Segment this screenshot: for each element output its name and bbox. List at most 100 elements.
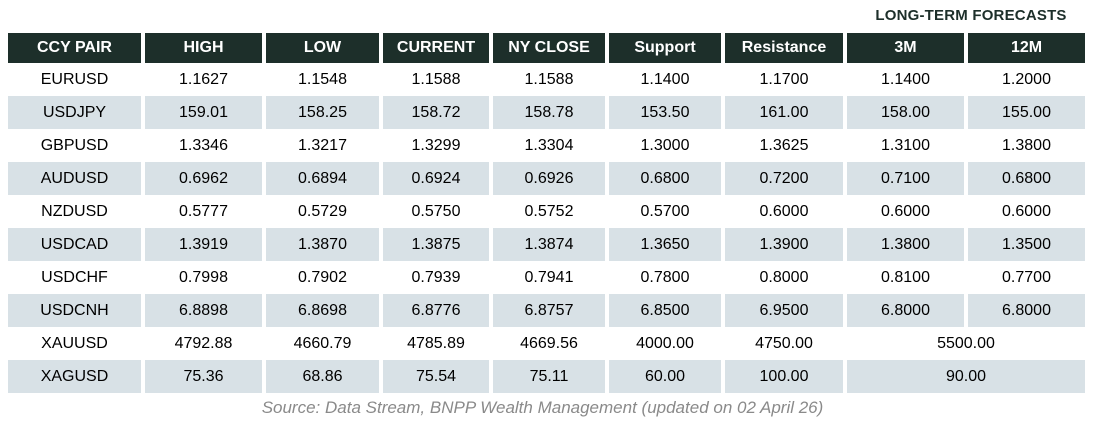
value-cell: 0.7902 xyxy=(298,268,347,286)
value-cell: 0.7998 xyxy=(179,268,228,286)
value-cell: 153.50 xyxy=(609,96,721,129)
pair-cell: XAUUSD xyxy=(41,334,108,352)
value-cell: 75.36 xyxy=(145,360,262,393)
value-cell: 4000.00 xyxy=(636,334,694,352)
value-cell: 1.1588 xyxy=(411,70,461,88)
value-cell: 158.00 xyxy=(847,96,964,129)
value-cell: 4669.56 xyxy=(520,334,578,352)
value-cell: 1.3650 xyxy=(609,228,721,261)
value-cell: 0.5777 xyxy=(179,202,228,220)
table-row-gbpusd: GBPUSD 1.3346 1.3217 1.3299 1.3304 1.3000 1.36… xyxy=(8,129,1085,162)
value-cell: 0.6000 xyxy=(881,202,930,220)
value-cell: 0.8000 xyxy=(759,268,809,286)
merged-forecast-cell: 5500.00 xyxy=(937,334,995,352)
value-cell: 1.3100 xyxy=(881,136,930,154)
value-cell: 158.78 xyxy=(493,96,605,129)
value-cell: 1.1700 xyxy=(759,70,809,88)
value-cell: 6.8757 xyxy=(493,294,605,327)
value-cell: 1.3217 xyxy=(298,136,347,154)
header-row: CCY PAIR HIGH LOW CURRENT NY CLOSE Support Res… xyxy=(8,33,1085,63)
value-cell: 1.3000 xyxy=(640,136,690,154)
value-cell: 0.5729 xyxy=(298,202,347,220)
pair-cell: USDJPY xyxy=(8,96,141,129)
value-cell: 1.3800 xyxy=(847,228,964,261)
table-row-eurusd: EURUSD 1.1627 1.1548 1.1588 1.1588 1.1400 1.17… xyxy=(8,63,1085,96)
value-cell: 6.8776 xyxy=(383,294,489,327)
value-cell: 158.72 xyxy=(383,96,489,129)
value-cell: 6.8898 xyxy=(145,294,262,327)
pair-cell: XAGUSD xyxy=(8,360,141,393)
value-cell: 0.6000 xyxy=(1002,202,1051,220)
pair-cell: NZDUSD xyxy=(41,202,108,220)
source-note: Source: Data Stream, BNPP Wealth Managem… xyxy=(261,398,824,417)
value-cell: 6.8000 xyxy=(847,294,964,327)
value-cell: 1.1548 xyxy=(298,70,347,88)
value-cell: 0.7939 xyxy=(411,268,461,286)
column-header-12m: 12M xyxy=(968,33,1085,63)
value-cell: 1.3870 xyxy=(266,228,379,261)
value-cell: 158.25 xyxy=(266,96,379,129)
value-cell: 6.8500 xyxy=(609,294,721,327)
value-cell: 0.6962 xyxy=(145,162,262,195)
value-cell: 1.3875 xyxy=(383,228,489,261)
value-cell: 1.3346 xyxy=(179,136,228,154)
value-cell: 0.7941 xyxy=(524,268,574,286)
value-cell: 6.8000 xyxy=(968,294,1085,327)
value-cell: 68.86 xyxy=(266,360,379,393)
value-cell: 4750.00 xyxy=(755,334,813,352)
value-cell: 0.8100 xyxy=(881,268,930,286)
table-row-usdchf: USDCHF 0.7998 0.7902 0.7939 0.7941 0.7800 0.80… xyxy=(8,261,1085,294)
value-cell: 1.3304 xyxy=(524,136,574,154)
value-cell: 0.7200 xyxy=(725,162,843,195)
column-header-3m: 3M xyxy=(847,33,964,63)
pair-cell: AUDUSD xyxy=(8,162,141,195)
column-header-low: LOW xyxy=(266,33,379,63)
pair-cell: GBPUSD xyxy=(40,136,109,154)
table-row-audusd: AUDUSD 0.6962 0.6894 0.6924 0.6926 0.6800 0.72… xyxy=(8,162,1085,195)
value-cell: 1.3919 xyxy=(145,228,262,261)
table-row-nzdusd: NZDUSD 0.5777 0.5729 0.5750 0.5752 0.5700 0.60… xyxy=(8,195,1085,228)
value-cell: 0.6000 xyxy=(759,202,809,220)
long-term-forecasts-title: LONG-TERM FORECASTS xyxy=(875,7,1067,24)
column-header-ny-close: NY CLOSE xyxy=(493,33,605,63)
value-cell: 155.00 xyxy=(968,96,1085,129)
table-header: CCY PAIR HIGH LOW CURRENT NY CLOSE Support Res… xyxy=(8,33,1085,63)
table-row-usdcad: USDCAD 1.3919 1.3870 1.3875 1.3874 1.3650 1.39… xyxy=(8,228,1085,261)
column-header-resistance: Resistance xyxy=(725,33,843,63)
value-cell: 0.6894 xyxy=(266,162,379,195)
table-row-usdcnh: USDCNH 6.8898 6.8698 6.8776 6.8757 6.8500 6.95… xyxy=(8,294,1085,327)
value-cell: 75.54 xyxy=(383,360,489,393)
table-row-xauusd: XAUUSD 4792.88 4660.79 4785.89 4669.56 4000.0… xyxy=(8,327,1085,360)
column-header-ccy-pair: CCY PAIR xyxy=(8,33,141,63)
value-cell: 0.5700 xyxy=(640,202,690,220)
fx-table: CCY PAIR HIGH LOW CURRENT NY CLOSE Support Res… xyxy=(4,33,1089,393)
value-cell: 1.1400 xyxy=(640,70,690,88)
value-cell: 1.1400 xyxy=(881,70,930,88)
value-cell: 4792.88 xyxy=(174,334,233,352)
value-cell: 161.00 xyxy=(725,96,843,129)
value-cell: 0.7100 xyxy=(847,162,964,195)
pair-cell: USDCNH xyxy=(8,294,141,327)
value-cell: 1.3900 xyxy=(725,228,843,261)
value-cell: 159.01 xyxy=(145,96,262,129)
value-cell: 1.2000 xyxy=(1002,70,1051,88)
value-cell: 75.11 xyxy=(493,360,605,393)
table-row-usdjpy: USDJPY 159.01 158.25 158.72 158.78 153.50 161.… xyxy=(8,96,1085,129)
value-cell: 60.00 xyxy=(609,360,721,393)
value-cell: 1.3800 xyxy=(1002,136,1051,154)
value-cell: 0.6800 xyxy=(609,162,721,195)
value-cell: 1.3625 xyxy=(759,136,809,154)
value-cell: 0.5752 xyxy=(524,202,574,220)
value-cell: 1.1627 xyxy=(179,70,228,88)
value-cell: 0.6924 xyxy=(383,162,489,195)
value-cell: 0.6926 xyxy=(493,162,605,195)
value-cell: 1.3299 xyxy=(411,136,461,154)
value-cell: 0.6800 xyxy=(968,162,1085,195)
value-cell: 1.1588 xyxy=(524,70,574,88)
value-cell: 1.3874 xyxy=(493,228,605,261)
value-cell: 6.8698 xyxy=(266,294,379,327)
pair-cell: EURUSD xyxy=(40,70,109,88)
value-cell: 4785.89 xyxy=(407,334,465,352)
table-body: EURUSD 1.1627 1.1548 1.1588 1.1588 1.1400 1.17… xyxy=(8,63,1085,393)
